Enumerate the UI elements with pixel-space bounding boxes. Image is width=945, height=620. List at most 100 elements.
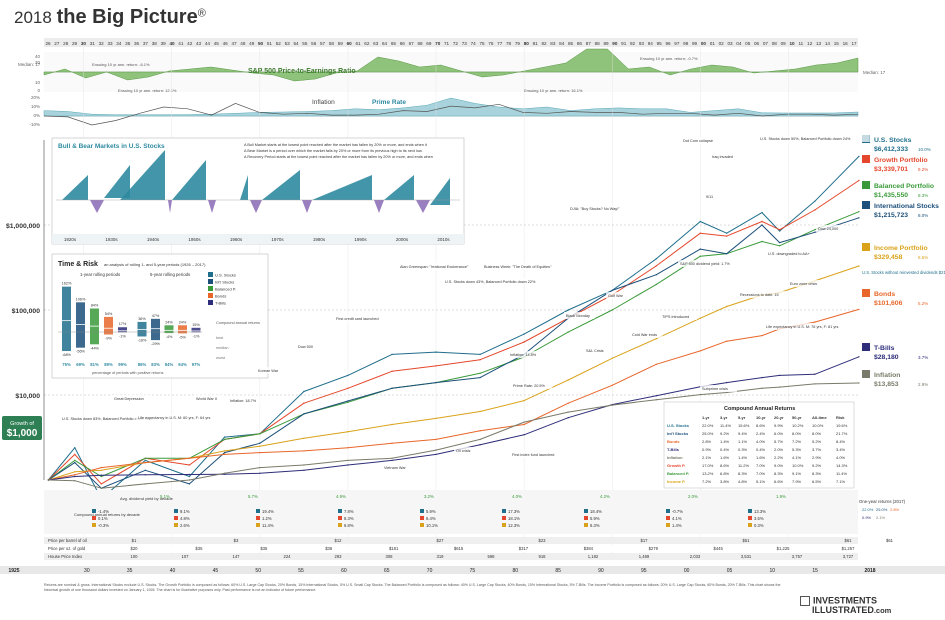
year-tick-top: 00	[701, 41, 707, 46]
returns-table-cell: 0.9%	[702, 447, 712, 452]
price-value: $20	[131, 546, 139, 551]
price-row	[44, 553, 858, 560]
legend-swatch	[862, 370, 870, 378]
returns-table-cell: 2.0%	[774, 447, 784, 452]
bull-market-shape	[62, 175, 88, 200]
data-point	[523, 421, 525, 423]
returns-table-header: 50-yr	[792, 415, 802, 420]
legend-rate: 3.7%	[918, 355, 928, 360]
year-tick-bottom: 30	[84, 568, 90, 574]
data-point	[523, 399, 525, 402]
decade-return-value: 0.1%	[98, 516, 108, 521]
returns-table-cell: Bonds	[667, 439, 680, 444]
price-value: 100	[131, 554, 139, 559]
event-label: Great Depression	[114, 397, 144, 401]
data-point	[567, 402, 569, 404]
event-label-bg	[194, 395, 225, 402]
year-tick-top: 16	[843, 41, 849, 46]
data-point	[814, 373, 816, 375]
returns-table-cell: 5.2%	[812, 439, 822, 444]
legend-swatch	[862, 155, 870, 163]
price-row	[44, 537, 858, 544]
data-point	[74, 480, 76, 482]
one-year-value: 22.0%	[862, 507, 874, 512]
price-value: 3,727	[843, 554, 854, 559]
data-point	[655, 265, 657, 267]
legend-value: $28,180	[874, 354, 899, 361]
title-reg-mark: ®	[197, 7, 206, 20]
data-point	[303, 402, 305, 404]
data-point	[523, 423, 525, 426]
decade-return-value: 1.2%	[262, 516, 272, 521]
pe-tick: 10	[35, 80, 41, 85]
time-risk-pct-positive: 97%	[192, 362, 201, 367]
bull-bear-legend: A Bull Market starts at the lowest point…	[244, 143, 428, 147]
time-risk-side-note: Compound annual returns	[216, 321, 260, 325]
decade-swatch	[584, 516, 588, 520]
time-risk-pct-positive: 69%	[76, 362, 85, 367]
returns-table-header: 3-yr	[720, 415, 728, 420]
event-label-bg	[136, 414, 237, 421]
event-label-bg	[511, 382, 553, 389]
bull-market-shape	[430, 178, 450, 205]
returns-table-cell: 9.0%	[774, 463, 784, 468]
data-point	[100, 483, 103, 485]
series-line-bonds	[48, 308, 860, 481]
bull-bear-decade: 1950s	[188, 237, 201, 242]
returns-table-cell: Income P.	[667, 479, 685, 484]
returns-table-title: Compound Annual Returns	[724, 406, 795, 412]
time-risk-bar	[118, 327, 127, 333]
event-label-bg	[660, 313, 697, 320]
legend-name: T-Bills	[874, 345, 895, 352]
price-value: $61	[845, 538, 853, 543]
data-point	[611, 357, 613, 359]
decade-return-value: 4.8%	[180, 516, 190, 521]
returns-table-cell: 7.0%	[756, 471, 766, 476]
data-point	[479, 444, 481, 446]
bull-market-shape	[104, 165, 130, 198]
price-value: $51	[743, 538, 751, 543]
legend-value: $6,412,333	[874, 146, 908, 153]
returns-table-cell: Int'l Stocks	[667, 431, 689, 436]
event-label: U.S. downgraded to AA+	[768, 252, 810, 256]
year-tick-top: 89	[603, 41, 609, 46]
data-point	[347, 400, 349, 402]
event-label: U.S. Stocks down 43%, Balanced Portfolio…	[445, 280, 536, 284]
growth-badge	[2, 416, 42, 440]
price-value: $12	[335, 538, 343, 543]
legend-swatch	[862, 201, 870, 209]
data-point	[858, 217, 860, 219]
event-label-bg	[382, 464, 411, 471]
event-label-bg	[758, 135, 870, 142]
year-tick-top: 97	[674, 41, 680, 46]
year-tick-top: 54	[293, 41, 299, 46]
year-tick-top: 45	[214, 41, 220, 46]
event-label: World War II	[196, 397, 217, 401]
time-risk-bottom-label: -16%	[138, 338, 147, 342]
time-risk-legend-swatch	[208, 286, 213, 291]
time-risk-bottom-label: -4%	[166, 335, 173, 339]
event-label-bg	[112, 395, 152, 402]
returns-table-cell: 8.6%	[720, 463, 730, 468]
y-tick-label: $1,000,000	[6, 223, 40, 230]
legend-name: Income Portfolio	[874, 245, 928, 252]
data-point	[347, 447, 349, 449]
event-label: Recessions to date: 15	[740, 293, 779, 297]
bull-bear-decade: 2010s	[437, 237, 450, 242]
returns-table-cell: 8.0%	[792, 431, 802, 436]
time-risk-pct-positive: 94%	[165, 362, 174, 367]
event-label: DJIA: "Buy Stocks? No Way!"	[570, 207, 620, 211]
price-value: $181	[389, 546, 399, 551]
decade-return-value: -1.4%	[98, 509, 109, 514]
bull-market-shape	[312, 175, 372, 200]
year-tick-top: 55	[302, 41, 308, 46]
year-tick-bottom: 85	[555, 568, 561, 574]
title-year: 2018	[14, 8, 52, 27]
data-point	[479, 410, 481, 413]
year-tick-top: 57	[320, 41, 326, 46]
time-risk-top-label: 162%	[62, 282, 72, 286]
series-line-balanced-portfolio	[48, 211, 860, 481]
data-point	[74, 474, 76, 476]
data-point	[778, 245, 781, 247]
